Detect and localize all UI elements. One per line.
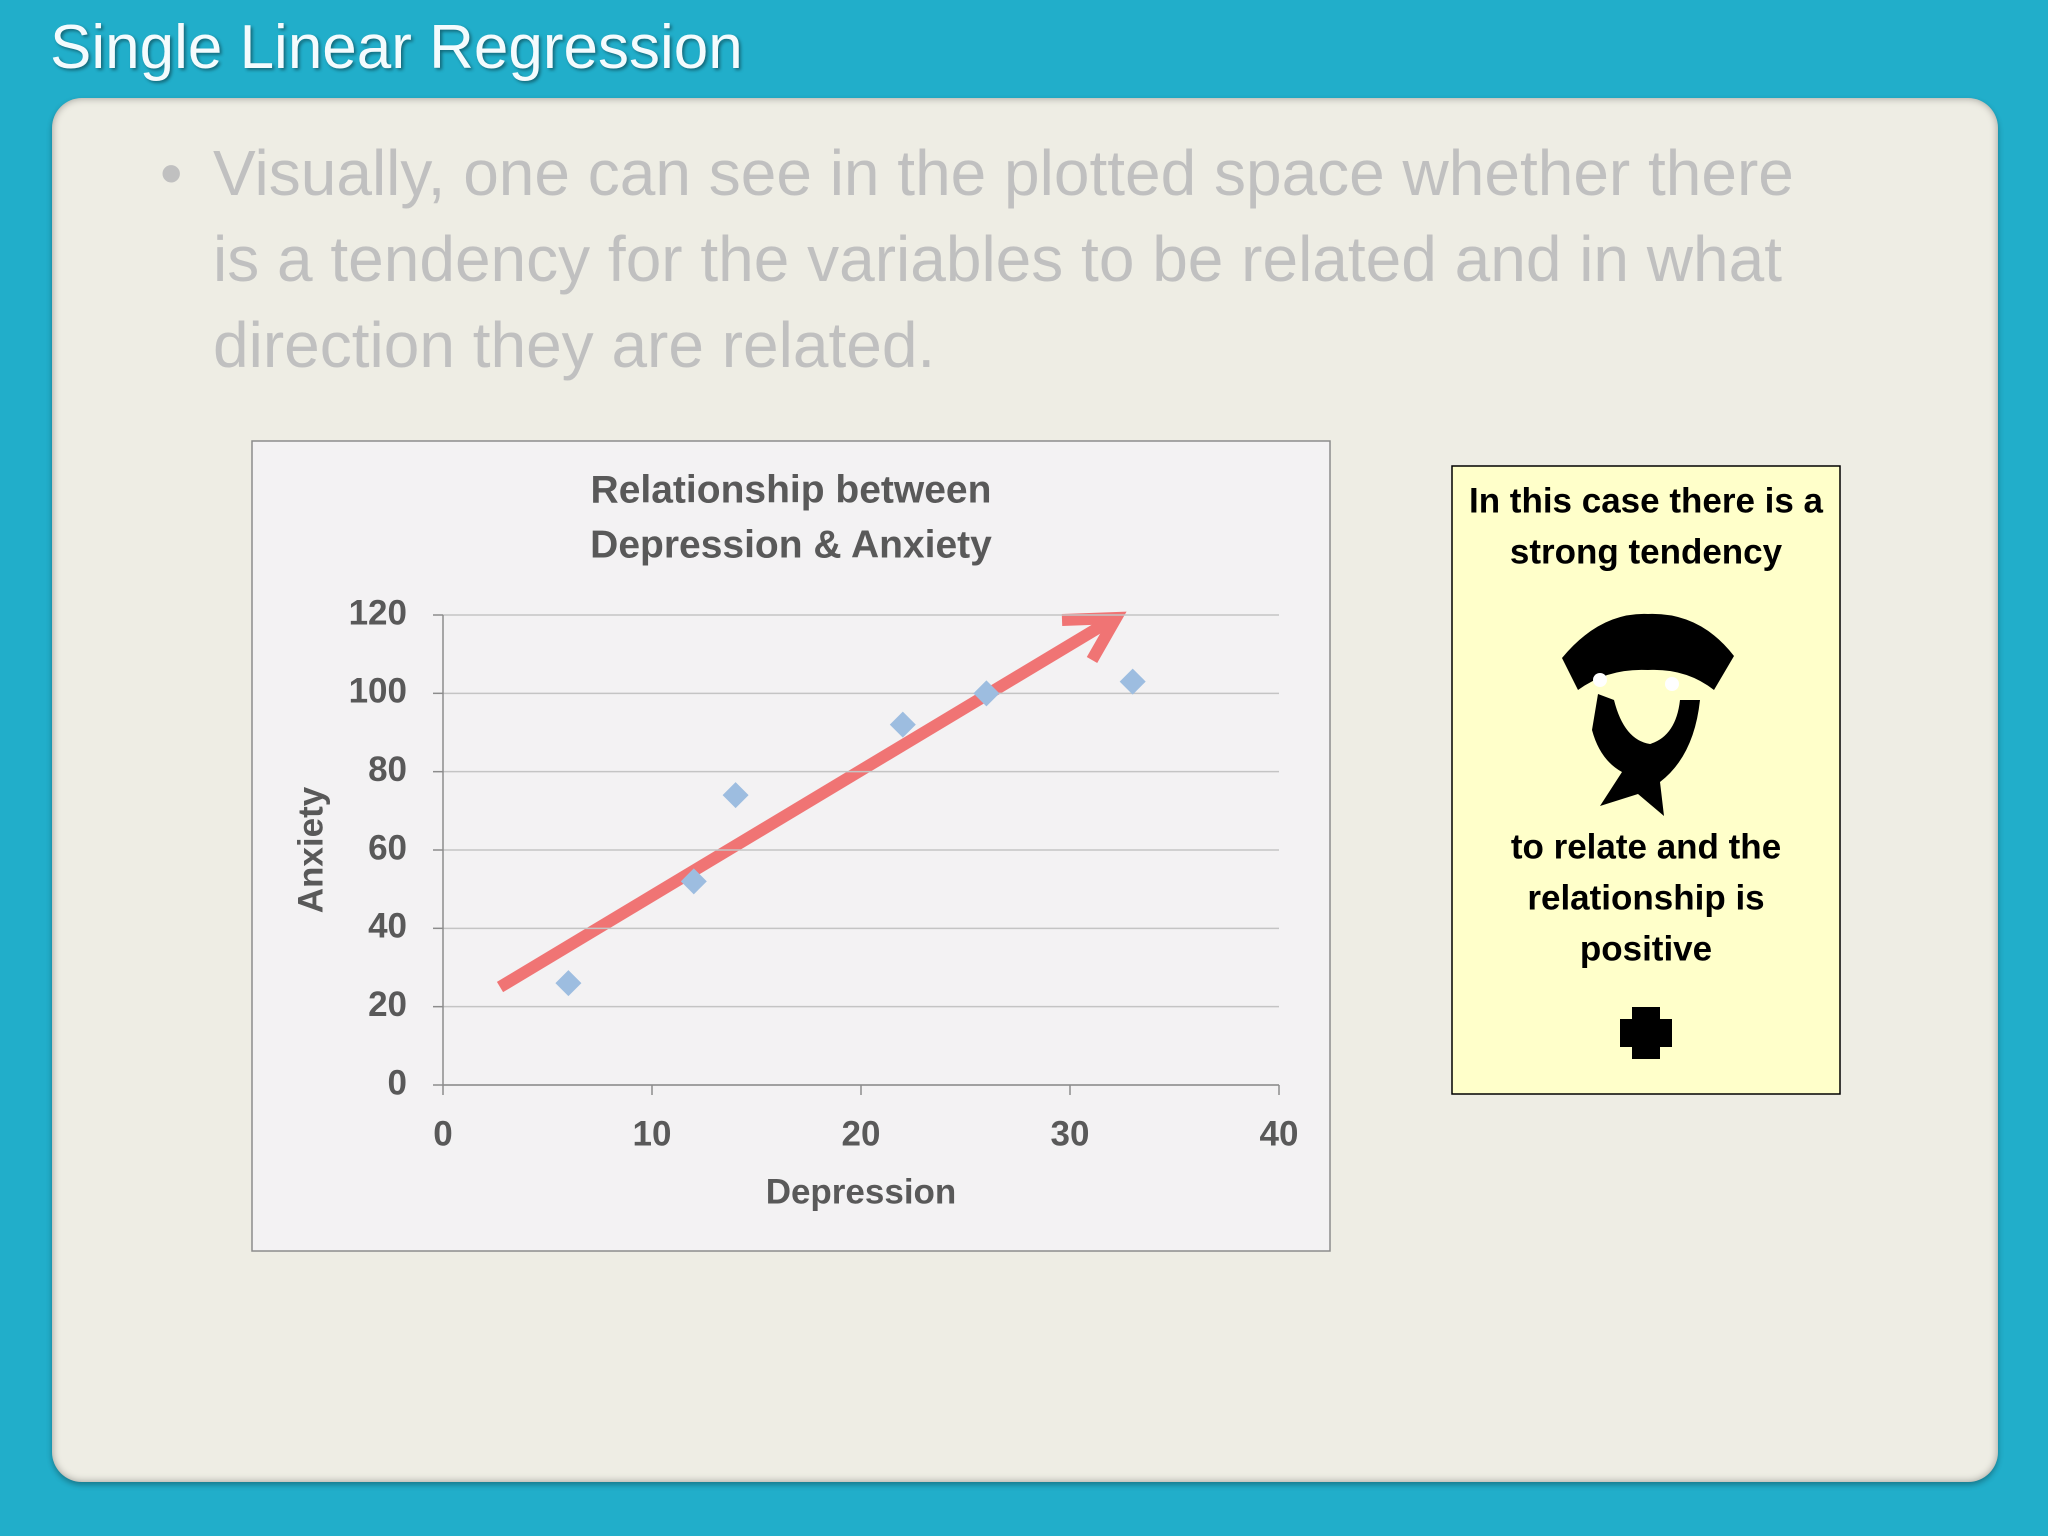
x-tick-label: 30 (1051, 1114, 1090, 1153)
callout-text: In this case there is a (1469, 481, 1824, 520)
x-tick-label: 10 (633, 1114, 672, 1153)
callout-text: relationship is (1527, 878, 1764, 917)
y-tick-label: 100 (349, 672, 407, 711)
plus-icon (1620, 1007, 1672, 1059)
y-tick-label: 40 (368, 907, 407, 946)
y-tick-label: 80 (368, 750, 407, 789)
y-tick-label: 0 (388, 1063, 407, 1102)
data-point (680, 868, 707, 895)
chart-title: Depression & Anxiety (590, 523, 992, 566)
y-tick-label: 20 (368, 985, 407, 1024)
chart-title: Relationship between (591, 468, 992, 511)
x-tick-label: 20 (842, 1114, 881, 1153)
bullet-text: Visually, one can see in the plotted spa… (213, 137, 1794, 381)
data-point (973, 680, 1000, 707)
x-tick-label: 0 (433, 1114, 452, 1153)
x-axis-title: Depression (766, 1172, 957, 1211)
callout-text: positive (1580, 929, 1712, 968)
data-point (1119, 668, 1146, 695)
y-tick-label: 120 (349, 593, 407, 632)
data-point (722, 782, 749, 809)
chart-frame (251, 440, 1331, 1252)
callout-text: strong tendency (1510, 532, 1783, 571)
trend-arrow (496, 611, 1127, 993)
y-tick-label: 60 (368, 828, 407, 867)
slide-title: Single Linear Regression (50, 13, 743, 82)
bullet-marker: • (160, 137, 183, 209)
data-point (889, 711, 916, 738)
x-tick-label: 40 (1260, 1114, 1299, 1153)
callout-text: to relate and the (1511, 827, 1781, 866)
data-point (555, 970, 582, 997)
figure-icon (1562, 613, 1734, 816)
y-axis-title: Anxiety (291, 786, 330, 913)
